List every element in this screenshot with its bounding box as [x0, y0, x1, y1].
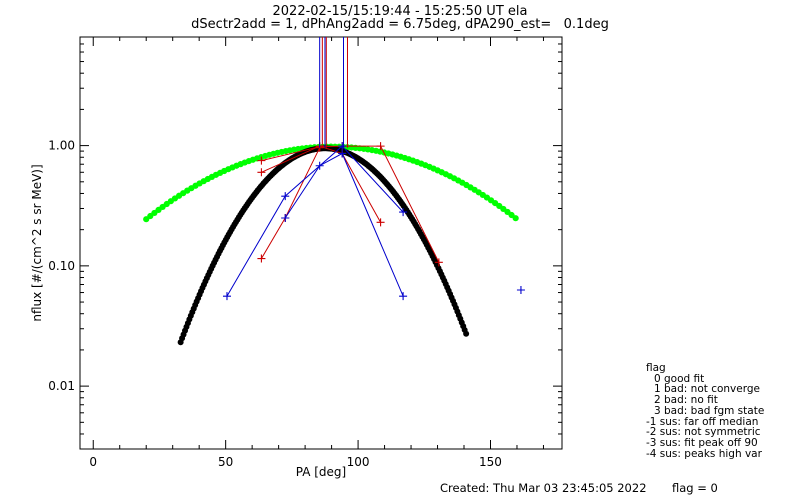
legend-title: flag — [646, 362, 666, 374]
red-data-line — [261, 145, 382, 223]
blue-data-point — [281, 192, 290, 201]
y-tick-label: 0.01 — [48, 379, 75, 393]
x-tick-label: 150 — [479, 455, 502, 469]
legend-item: 2 bad: no fit — [654, 394, 718, 407]
blue-data-point — [516, 285, 525, 294]
plot-frame — [79, 36, 563, 450]
legend-item: 3 bad: bad fgm state — [654, 404, 765, 417]
legend-item: 0 good fit — [654, 372, 705, 385]
chart-subtitle: dSectr2add = 1, dPhAng2add = 6.75deg, dP… — [191, 17, 609, 32]
red-data-point — [257, 168, 266, 177]
blue-data-point — [399, 292, 408, 301]
y-axis-label: nflux [#/(cm^2 s sr MeV)] — [30, 164, 44, 321]
x-tick-label: 0 — [89, 455, 97, 469]
blue-data-point — [222, 292, 231, 301]
x-tick-label: 100 — [347, 455, 370, 469]
legend-item: 1 bad: not converge — [654, 383, 760, 396]
data-series — [222, 142, 525, 301]
legend-item: -1 sus: far off median — [646, 415, 759, 428]
green-fit-point — [512, 215, 519, 222]
red-data-point — [257, 156, 266, 165]
y-tick-label: 0.10 — [48, 259, 75, 273]
x-tick-label: 50 — [218, 455, 233, 469]
blue-data-line — [226, 145, 404, 297]
flag-value: flag = 0 — [672, 481, 718, 495]
red-data-line — [260, 147, 321, 259]
red-data-point — [376, 142, 385, 151]
peak-lines — [319, 37, 348, 148]
blue-data-point — [399, 208, 408, 217]
red-data-point — [376, 218, 385, 227]
blue-data-line — [284, 152, 404, 297]
chart-title: 2022-02-15/15:19:44 - 15:25:50 UT ela — [272, 4, 528, 19]
blue-data-point — [338, 142, 347, 151]
created-timestamp: Created: Thu Mar 03 23:45:05 2022 — [440, 481, 647, 495]
blue-data-point — [338, 149, 347, 158]
blue-data-point — [281, 214, 290, 223]
blue-data-point — [315, 161, 324, 170]
red-data-point — [257, 254, 266, 263]
black-fit-point — [463, 330, 470, 337]
model-curves — [143, 143, 519, 346]
legend-item: -3 sus: fit peak off 90 — [646, 436, 758, 449]
legend-item: -4 sus: peaks high var — [646, 447, 762, 460]
red-data-point — [434, 258, 443, 267]
flag-legend: flag 0 good fit 1 bad: not converge 2 ba… — [646, 363, 764, 459]
x-axis-label: PA [deg] — [296, 465, 346, 479]
axis-ticks: 0 50 100 150 0.01 0.10 1.00 — [48, 36, 562, 469]
y-tick-label: 1.00 — [48, 139, 75, 153]
legend-item: -2 sus: not symmetric — [646, 426, 761, 439]
